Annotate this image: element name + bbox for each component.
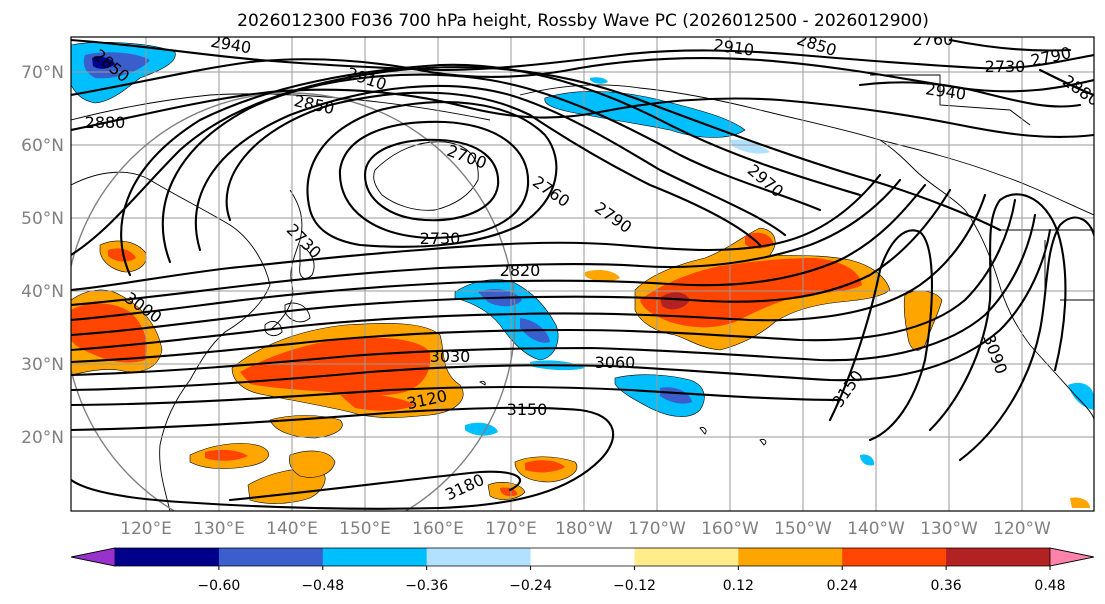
- colorbar-swatch: [322, 548, 428, 566]
- lon-label: 140°E: [266, 519, 318, 539]
- lon-label: 130°W: [920, 519, 978, 539]
- lat-label: 70°N: [21, 63, 64, 83]
- lon-label: 150°E: [339, 519, 391, 539]
- positive-anomaly-core: [660, 292, 690, 310]
- map-title: 2026012300 F036 700 hPa height, Rossby W…: [237, 11, 929, 31]
- lon-label: 180°W: [555, 519, 613, 539]
- lon-label: 160°E: [412, 519, 464, 539]
- colorbar-swatch: [842, 548, 947, 566]
- colorbar-swatch: [946, 548, 1051, 566]
- height-contours: [71, 38, 1094, 510]
- lon-label: 130°E: [193, 519, 245, 539]
- lon-label: 170°W: [628, 519, 686, 539]
- contour-label: 3030: [430, 347, 471, 366]
- negative-anomaly-area: [614, 374, 705, 417]
- lat-label: 40°N: [21, 282, 64, 302]
- colorbar: −0.60 −0.48 −0.36 −0.24 −0.12 0.12 0.24 0.36 0.4…: [70, 547, 1095, 594]
- lon-label: 120°E: [120, 519, 172, 539]
- colorbar-tick-label: −0.24: [509, 578, 552, 594]
- negative-anomaly-area: [544, 91, 746, 138]
- map-frame: [70, 36, 1095, 512]
- contour-label: 2910: [712, 35, 755, 59]
- colorbar-extend-low: [70, 547, 116, 567]
- positive-anomaly-core: [240, 337, 431, 396]
- lon-label: 120°W: [993, 519, 1051, 539]
- negative-anomaly-core: [92, 56, 115, 69]
- positive-anomaly-area: [247, 468, 326, 504]
- lon-label: 160°W: [701, 519, 759, 539]
- colorbar-swatch: [426, 548, 532, 566]
- positive-anomaly-area: [289, 450, 336, 478]
- colorbar-tick-label: −0.12: [613, 578, 656, 594]
- lon-label: 170°E: [485, 519, 537, 539]
- colorbar-swatch: [738, 548, 843, 566]
- lat-label: 60°N: [21, 136, 64, 156]
- contour-label: 3150: [507, 400, 548, 419]
- colorbar-tick-label: 0.24: [827, 578, 858, 594]
- colorbar-extend-high: [1049, 547, 1095, 567]
- lat-label: 30°N: [21, 355, 64, 375]
- colorbar-tick-label: −0.60: [197, 578, 240, 594]
- rossby-wave-anomaly-shading: [71, 42, 1094, 508]
- colorbar-swatch: [218, 548, 324, 566]
- colorbar-tick-label: −0.36: [405, 578, 448, 594]
- lon-label: 140°W: [847, 519, 905, 539]
- positive-anomaly-core: [340, 394, 415, 411]
- colorbar-tick-label: 0.48: [1034, 578, 1065, 594]
- positive-anomaly-core: [640, 258, 862, 328]
- colorbar-outline: [70, 547, 1095, 567]
- positive-anomaly-area: [903, 290, 943, 351]
- latitude-labels: 70°N 60°N 50°N 40°N 30°N 20°N: [21, 63, 64, 448]
- colorbar-swatch: [634, 548, 739, 566]
- lat-label: 50°N: [21, 209, 64, 229]
- longitude-labels: 120°E 130°E 140°E 150°E 160°E 170°E 180°…: [120, 519, 1051, 539]
- colorbar-tick-label: 0.12: [723, 578, 754, 594]
- lat-label: 20°N: [21, 428, 64, 448]
- colorbar-swatch: [530, 548, 635, 566]
- colorbar-tick-label: −0.48: [301, 578, 344, 594]
- colorbar-swatch: [115, 548, 220, 566]
- contour-label: 2760: [913, 30, 954, 49]
- map-area: 2940 2850 2910 2850 2880 2910 2850 2760 …: [71, 30, 1094, 511]
- colorbar-tick-label: 0.36: [931, 578, 962, 594]
- contour-label: 2730: [420, 229, 461, 248]
- contour-label: 2730: [985, 57, 1026, 76]
- contour-label: 3060: [595, 353, 636, 372]
- contour-label: 2880: [85, 113, 126, 132]
- lon-label: 150°W: [774, 519, 832, 539]
- contour-label: 2820: [500, 261, 541, 280]
